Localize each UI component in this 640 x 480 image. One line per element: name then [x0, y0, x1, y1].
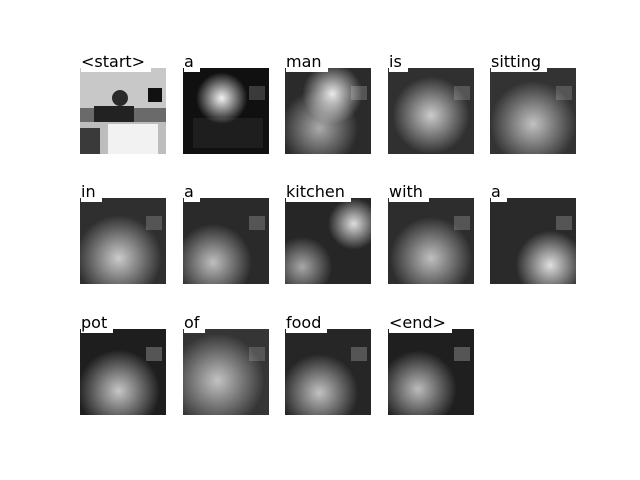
token-label: <end>: [389, 313, 452, 333]
attention-panel-end: <end>: [388, 313, 474, 415]
token-label: of: [184, 313, 206, 333]
attention-image: [388, 198, 474, 284]
attention-image: [80, 68, 166, 154]
attention-image: [183, 329, 269, 415]
attention-image: [183, 198, 269, 284]
attention-panel-is: is: [388, 52, 474, 154]
token-label: with: [389, 182, 429, 202]
attention-image: [80, 329, 166, 415]
attention-panel-a-1: a: [183, 52, 269, 154]
token-label: a: [491, 182, 507, 202]
attention-panel-start: <start>: [80, 52, 166, 154]
attention-panel-food: food: [285, 313, 371, 415]
token-label: is: [389, 52, 408, 72]
token-label: man: [286, 52, 328, 72]
token-label: pot: [81, 313, 114, 333]
token-label: kitchen: [286, 182, 351, 202]
token-label: <start>: [81, 52, 152, 72]
attention-panel-sitting: sitting: [490, 52, 576, 154]
attention-image: [388, 68, 474, 154]
attention-image: [285, 198, 371, 284]
attention-panel-in: in: [80, 182, 166, 284]
token-label: a: [184, 182, 200, 202]
attention-image: [183, 68, 269, 154]
attention-panel-pot: pot: [80, 313, 166, 415]
attention-image: [490, 68, 576, 154]
attention-image: [388, 329, 474, 415]
attention-panel-with: with: [388, 182, 474, 284]
token-label: food: [286, 313, 328, 333]
token-label: in: [81, 182, 102, 202]
token-label: a: [184, 52, 200, 72]
attention-image: [490, 198, 576, 284]
attention-image: [285, 329, 371, 415]
attention-panel-man: man: [285, 52, 371, 154]
attention-panel-a-2: a: [183, 182, 269, 284]
attention-image: [285, 68, 371, 154]
attention-image: [80, 198, 166, 284]
attention-panel-kitchen: kitchen: [285, 182, 371, 284]
attention-panel-a-3: a: [490, 182, 576, 284]
attention-panel-of: of: [183, 313, 269, 415]
token-label: sitting: [491, 52, 548, 72]
